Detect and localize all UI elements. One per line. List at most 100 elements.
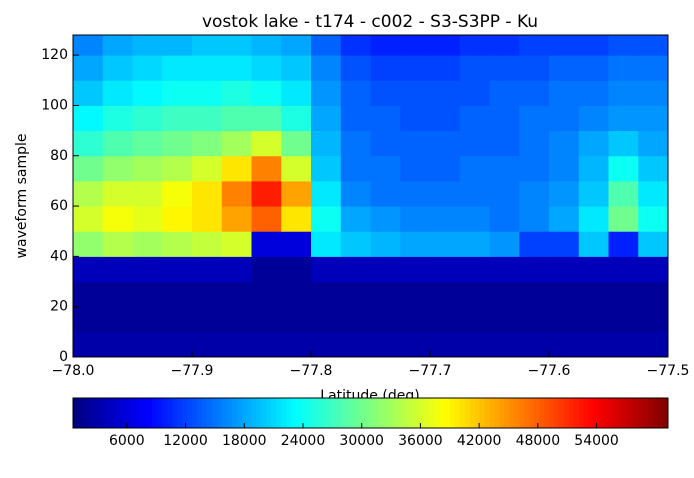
- colorbar-frame: [72, 397, 669, 429]
- colorbar-segment: [494, 398, 500, 428]
- heatmap-cell: [459, 35, 490, 56]
- heatmap-cell: [400, 155, 431, 182]
- colorbar-segment: [539, 398, 545, 428]
- colorbar-segment: [77, 398, 84, 428]
- heatmap-cell: [549, 130, 580, 157]
- heatmap-cell: [489, 256, 520, 283]
- heatmap-cell: [608, 206, 639, 232]
- heatmap-cell: [281, 231, 312, 257]
- heatmap-cell: [281, 180, 312, 207]
- heatmap-cell: [459, 180, 490, 207]
- colorbar-segment: [444, 398, 451, 428]
- heatmap-cell: [132, 281, 163, 308]
- heatmap-cell: [311, 35, 342, 56]
- heatmap-cell: [400, 80, 431, 106]
- heatmap-cell: [73, 155, 104, 182]
- heatmap-cell: [578, 55, 609, 81]
- heatmap-cell: [162, 80, 193, 106]
- heatmap-cell: [162, 206, 193, 232]
- heatmap-cell: [549, 80, 580, 106]
- heatmap-cell: [430, 80, 461, 106]
- heatmap-cell: [578, 35, 609, 56]
- heatmap-cell: [162, 281, 193, 308]
- heatmap-cell: [608, 256, 639, 283]
- colorbar-segment: [340, 398, 347, 428]
- colorbar-segment: [643, 398, 649, 428]
- colorbar-segment: [97, 398, 104, 428]
- heatmap-cell: [519, 256, 550, 283]
- colorbar-tick-label: 6000: [109, 433, 145, 449]
- colorbar-segment: [345, 398, 352, 428]
- x-tick-label: −77.5: [647, 363, 690, 379]
- colorbar-segment: [127, 398, 133, 428]
- y-tick-label: 60: [50, 198, 68, 214]
- colorbar-segment: [464, 398, 471, 428]
- heatmap-cell: [638, 130, 669, 157]
- heatmap-cell: [311, 105, 342, 132]
- heatmap-cell: [608, 155, 639, 182]
- heatmap-cell: [638, 306, 669, 333]
- colorbar-segment: [509, 398, 515, 428]
- heatmap-cell: [311, 331, 342, 358]
- colorbar-segment: [563, 398, 570, 428]
- colorbar-segment: [192, 398, 198, 428]
- heatmap-cell: [400, 35, 431, 56]
- heatmap-cell: [459, 105, 490, 132]
- x-tick-label: −77.8: [290, 363, 333, 379]
- colorbar-segment: [375, 398, 381, 428]
- heatmap-cell: [221, 155, 252, 182]
- heatmap-cell: [102, 55, 133, 81]
- colorbar-segment: [172, 398, 178, 428]
- heatmap-cell: [489, 55, 520, 81]
- heatmap-cell: [489, 80, 520, 106]
- heatmap-cell: [73, 331, 104, 358]
- heatmap-cell: [549, 331, 580, 358]
- colorbar-segment: [286, 398, 292, 428]
- colorbar-segment: [261, 398, 267, 428]
- heatmap-cell: [430, 231, 461, 257]
- colorbar-segment: [221, 398, 228, 428]
- colorbar-segment: [102, 398, 109, 428]
- colorbar-segment: [573, 398, 580, 428]
- y-tick-label: 100: [41, 97, 68, 113]
- heatmap-cell: [608, 105, 639, 132]
- heatmap-cell: [519, 105, 550, 132]
- heatmap-cell: [221, 256, 252, 283]
- heatmap-cell: [221, 231, 252, 257]
- heatmap-cell: [370, 130, 401, 157]
- colorbar-segment: [117, 398, 124, 428]
- heatmap-cell: [549, 180, 580, 207]
- heatmap-cell: [192, 180, 223, 207]
- heatmap-cell: [192, 256, 223, 283]
- heatmap-cell: [281, 256, 312, 283]
- heatmap-cell: [340, 231, 371, 257]
- colorbar-segment: [137, 398, 143, 428]
- heatmap-cell: [489, 130, 520, 157]
- colorbar-segment: [628, 398, 634, 428]
- heatmap-cell: [608, 331, 639, 358]
- heatmap-cell: [549, 256, 580, 283]
- colorbar-segment: [469, 398, 476, 428]
- heatmap-cell: [370, 256, 401, 283]
- heatmap-cell: [430, 256, 461, 283]
- colorbar-segment: [479, 398, 486, 428]
- heatmap-cell: [430, 331, 461, 358]
- colorbar-segment: [320, 398, 327, 428]
- colorbar-segment: [281, 398, 287, 428]
- colorbar-segment: [365, 398, 371, 428]
- heatmap-cell: [430, 35, 461, 56]
- heatmap-cell: [638, 256, 669, 283]
- heatmap-cell: [400, 130, 431, 157]
- colorbar-segment: [226, 398, 233, 428]
- colorbar-segment: [350, 398, 357, 428]
- y-axis-label: waveform sample: [14, 134, 30, 259]
- heatmap-cell: [430, 180, 461, 207]
- heatmap-cell: [221, 35, 252, 56]
- colorbar-segment: [613, 398, 619, 428]
- heatmap-cell: [102, 281, 133, 308]
- heatmap-cell: [221, 105, 252, 132]
- heatmap-cell: [578, 206, 609, 232]
- colorbar-segment: [291, 398, 297, 428]
- plot-frame: [72, 34, 669, 358]
- colorbar-segment: [92, 398, 99, 428]
